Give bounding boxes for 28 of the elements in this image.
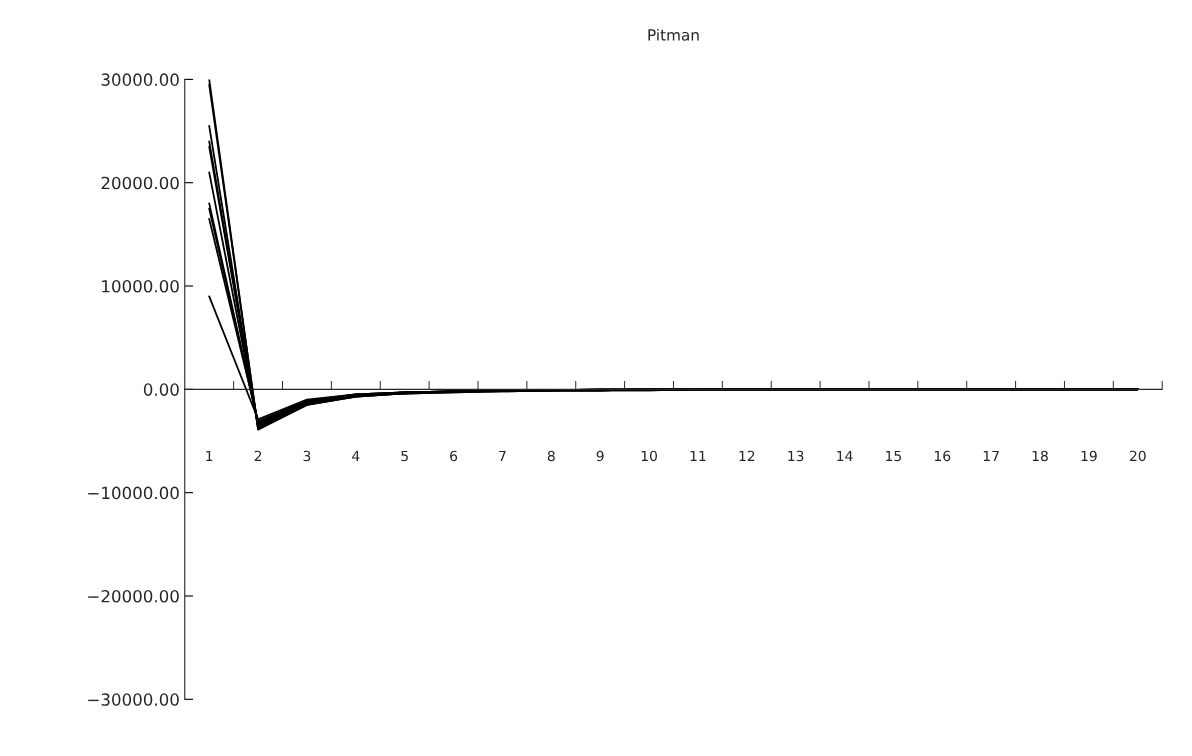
y-tick-label: 20000.00 (101, 176, 179, 190)
x-tick-label: 16 (934, 450, 951, 462)
x-tick-label: 20 (1129, 450, 1146, 462)
x-tick-label: 14 (837, 450, 853, 461)
x-tick-label: 11 (690, 450, 706, 461)
x-tick-label: 8 (547, 450, 555, 462)
x-tick-label: 4 (352, 450, 360, 461)
y-tick-label: −20000.00 (88, 589, 179, 603)
y-tick-label: 30000.00 (101, 73, 179, 86)
chart-title: Pitman (648, 28, 699, 41)
y-tick-label: 10000.00 (102, 279, 179, 293)
x-tick-label: 17 (983, 450, 999, 461)
x-tick-label: 13 (788, 450, 804, 462)
x-tick-label: 9 (596, 450, 604, 462)
x-tick-label: 3 (303, 450, 311, 462)
x-tick-label: 7 (499, 450, 506, 461)
x-tick-label: 12 (739, 450, 755, 461)
y-tick-label: 0.00 (143, 383, 179, 396)
x-tick-label: 10 (641, 450, 657, 462)
y-tick-label: −30000.00 (88, 693, 179, 706)
x-tick-label: 15 (886, 450, 902, 462)
x-tick-label: 2 (254, 450, 262, 461)
x-tick-label: 19 (1081, 450, 1097, 462)
x-tick-label: 6 (450, 450, 458, 462)
x-tick-label: 18 (1032, 450, 1048, 462)
x-tick-label: 1 (206, 450, 213, 461)
y-tick-label: −10000.00 (88, 486, 179, 500)
x-tick-label: 5 (401, 450, 408, 462)
